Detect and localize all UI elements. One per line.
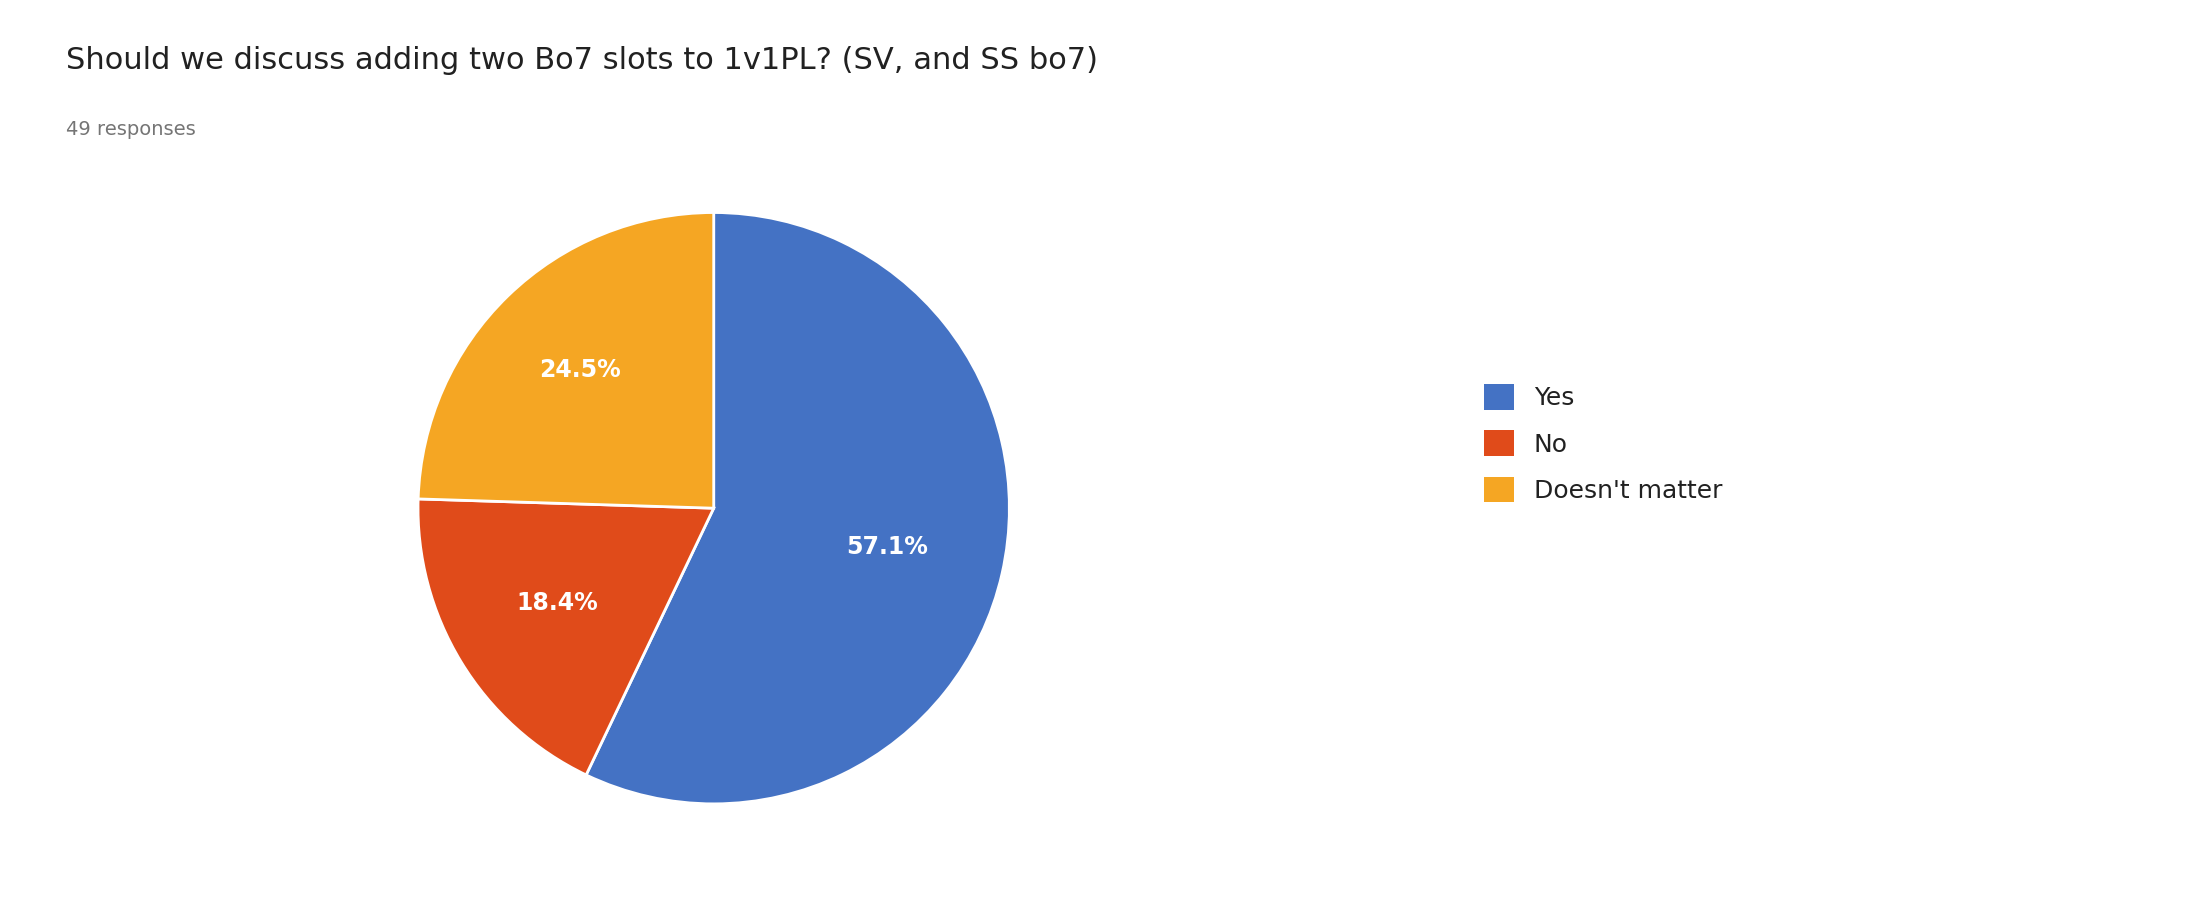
Wedge shape bbox=[417, 213, 714, 508]
Wedge shape bbox=[417, 499, 714, 775]
Text: 57.1%: 57.1% bbox=[845, 535, 927, 559]
Text: 24.5%: 24.5% bbox=[538, 359, 621, 383]
Wedge shape bbox=[586, 213, 1010, 804]
Text: 18.4%: 18.4% bbox=[516, 591, 597, 615]
Text: Should we discuss adding two Bo7 slots to 1v1PL? (SV, and SS bo7): Should we discuss adding two Bo7 slots t… bbox=[66, 46, 1098, 75]
Legend: Yes, No, Doesn't matter: Yes, No, Doesn't matter bbox=[1471, 371, 1735, 516]
Text: 49 responses: 49 responses bbox=[66, 120, 195, 140]
